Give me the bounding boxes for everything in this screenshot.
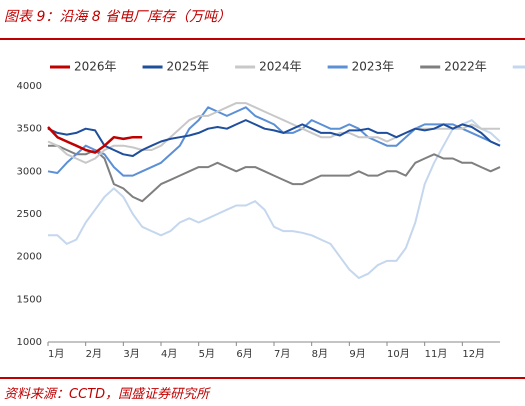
x-tick-label: 9月 — [349, 348, 365, 360]
source-note: 资料来源：CCTD，国盛证券研究所 — [4, 387, 210, 402]
series-line — [47, 126, 143, 154]
series-line — [48, 119, 501, 279]
y-tick-label: 2000 — [17, 252, 42, 263]
series-line — [47, 119, 501, 157]
series-line — [47, 106, 501, 177]
x-tick-label: 1月 — [48, 348, 64, 360]
y-tick-label: 1000 — [17, 337, 42, 348]
source-rule — [0, 377, 525, 379]
x-tick-label: 12月 — [462, 348, 485, 360]
x-tick-label: 3月 — [123, 348, 139, 360]
legend-label: 2024年 — [259, 60, 302, 74]
y-tick-label: 3000 — [17, 166, 42, 177]
x-tick-label: 10月 — [387, 348, 410, 360]
y-tick-label: 2500 — [17, 209, 42, 220]
x-tick-label: 2月 — [86, 348, 102, 360]
legend-label: 2025年 — [167, 60, 210, 74]
x-tick-label: 6月 — [236, 348, 252, 360]
series-line — [47, 102, 500, 164]
chart-title: 图表 9：沿海 8 省电厂库存（万吨） — [4, 9, 232, 25]
x-tick-label: 7月 — [274, 348, 290, 360]
y-tick-label: 3500 — [17, 124, 42, 135]
series-line — [48, 144, 501, 203]
legend-label: 2022年 — [444, 60, 487, 74]
title-rule — [0, 38, 525, 40]
legend-label: 2026年 — [74, 60, 117, 74]
y-tick-label: 4000 — [17, 81, 42, 92]
x-tick-label: 5月 — [199, 348, 215, 360]
legend-label: 2023年 — [352, 60, 395, 74]
x-tick-label: 8月 — [312, 348, 328, 360]
y-tick-label: 1500 — [17, 294, 42, 305]
x-tick-label: 4月 — [161, 348, 177, 360]
x-tick-label: 11月 — [425, 348, 448, 360]
